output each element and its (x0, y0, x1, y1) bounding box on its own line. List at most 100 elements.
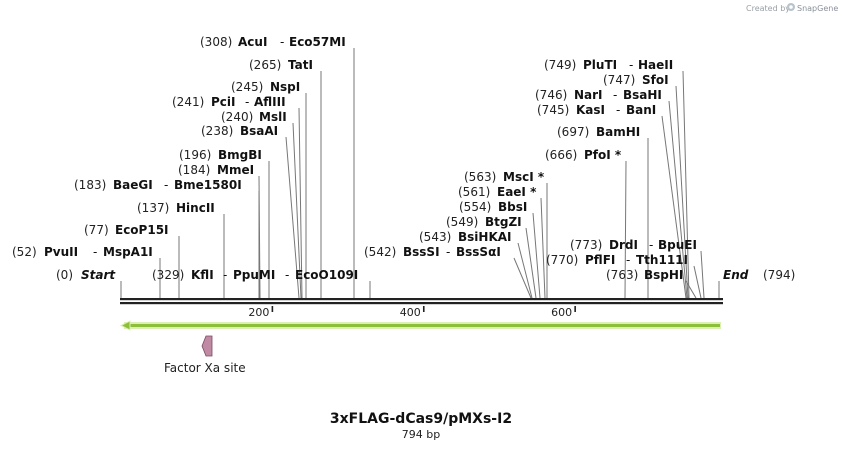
map-length: 794 bp (402, 428, 440, 441)
label-end: End (794) (723, 268, 795, 282)
factor-xa-site-feature: Factor Xa site (164, 335, 246, 375)
label-nari: (746) NarI - BsaHI (535, 88, 662, 102)
svg-text:-: - (223, 268, 227, 282)
connector-kasi (661, 115, 687, 299)
connector-bsssi (513, 257, 532, 299)
label-acui-sep: - (280, 35, 284, 49)
svg-text:(241): (241) (172, 95, 204, 109)
svg-text:PluTI: PluTI (583, 58, 617, 72)
svg-text:EcoP15I: EcoP15I (115, 223, 169, 237)
label-ecop15i: (77) EcoP15I (84, 223, 169, 237)
svg-text:-: - (629, 58, 633, 72)
svg-text:BbsI: BbsI (498, 200, 527, 214)
svg-text:BssSI: BssSI (403, 245, 440, 259)
factor-xa-site-label: Factor Xa site (164, 361, 246, 375)
ruler-tick-label-200: 200 (248, 306, 269, 319)
connector-sfoi (675, 85, 689, 299)
ruler-tick-label-600: 600 (551, 306, 572, 319)
connector-bsphi (685, 280, 697, 299)
svg-text:(770): (770) (546, 253, 578, 267)
svg-text:BspHI: BspHI (644, 268, 683, 282)
label-pflfi: (770) PflFI - Tth111I (546, 253, 688, 267)
svg-text:(238): (238) (201, 124, 233, 138)
svg-text:-: - (616, 103, 620, 117)
label-drdi: (773) DrdI - BpuEI (570, 238, 697, 252)
label-sfoi: (747) SfoI (603, 73, 669, 87)
label-acui-iso: Eco57MI (289, 35, 346, 49)
connector-msli (292, 122, 302, 299)
label-msci: (563) MscI * (464, 170, 545, 184)
svg-text:End: End (723, 268, 749, 282)
svg-text:MslI: MslI (259, 110, 287, 124)
label-bbsi: (554) BbsI (459, 200, 527, 214)
svg-text:-: - (285, 268, 289, 282)
label-baegi: (183) BaeGI - Bme1580I (74, 178, 242, 192)
label-start: (0) Start (56, 268, 116, 282)
svg-text:-: - (245, 95, 249, 109)
svg-text:BssSαI: BssSαI (456, 245, 501, 259)
label-nspi: (245) NspI (231, 80, 300, 94)
svg-text:(561): (561) (458, 185, 490, 199)
svg-text:(542): (542) (364, 245, 396, 259)
svg-text:(543): (543) (419, 230, 451, 244)
svg-text:(697): (697) (557, 125, 589, 139)
svg-text:(183): (183) (74, 178, 106, 192)
svg-text:BmgBI: BmgBI (218, 148, 262, 162)
svg-text:BanI: BanI (626, 103, 656, 117)
svg-text:HaeII: HaeII (638, 58, 673, 72)
label-pcii: (241) PciI - AflIII (172, 95, 286, 109)
label-mmei: (184) MmeI (178, 163, 254, 177)
label-pluti: (749) PluTI - HaeII (544, 58, 673, 72)
svg-text:KasI: KasI (576, 103, 605, 117)
map-title: 3xFLAG-dCas9/pMXs-I2 (330, 411, 512, 427)
label-bamhi: (697) BamHI (557, 125, 640, 139)
label-acui-pos: (308) (200, 35, 232, 49)
svg-text:PpuMI: PpuMI (233, 268, 275, 282)
label-msli: (240) MslI (221, 110, 287, 124)
connector-nari (668, 100, 688, 299)
svg-text:(666): (666) (545, 148, 577, 162)
svg-text:PflFI: PflFI (585, 253, 615, 267)
svg-text:(52): (52) (12, 245, 37, 259)
svg-text:BaeGI: BaeGI (113, 178, 153, 192)
label-bsaai: (238) BsaAI (201, 124, 278, 138)
svg-text:(746): (746) (535, 88, 567, 102)
svg-text:PfoI *: PfoI * (584, 148, 622, 162)
credit-brand: SnapGene (797, 4, 838, 13)
connector-btgzi (525, 227, 537, 299)
ruler-tick-label-400: 400 (400, 306, 421, 319)
svg-text:Tth111I: Tth111I (636, 253, 688, 267)
svg-text:BsaHI: BsaHI (623, 88, 662, 102)
svg-text:(245): (245) (231, 80, 263, 94)
connector-bbsi (532, 212, 541, 299)
site-connectors (120, 48, 720, 299)
connector-bsihkai (517, 242, 533, 299)
svg-text:(265): (265) (249, 58, 281, 72)
label-pfoi: (666) PfoI * (545, 148, 622, 162)
orf-feature-arrow (119, 320, 721, 331)
svg-text:-: - (164, 178, 168, 192)
svg-text:Bme1580I: Bme1580I (174, 178, 242, 192)
svg-text:(773): (773) (570, 238, 602, 252)
svg-text:MspA1I: MspA1I (103, 245, 153, 259)
label-kasi: (745) KasI - BanI (537, 103, 656, 117)
svg-text:(329): (329) (152, 268, 184, 282)
label-hincii: (137) HincII (137, 201, 215, 215)
label-btgzi: (549) BtgZI (446, 215, 522, 229)
connector-pluti (682, 70, 690, 299)
svg-text:(77): (77) (84, 223, 109, 237)
svg-text:EaeI *: EaeI * (497, 185, 537, 199)
label-kfli: (329) KflI - PpuMI - EcoO109I (152, 268, 358, 282)
connector-pcii (298, 107, 303, 299)
svg-text:BsiHKAI: BsiHKAI (458, 230, 512, 244)
label-bsssi: (542) BssSI - BssSαI (364, 245, 501, 259)
svg-text:BpuEI: BpuEI (658, 238, 697, 252)
sequence-backbone (120, 298, 723, 305)
label-acui: (308) AcuI - Eco57MI (200, 35, 346, 49)
connector-pflfi (693, 265, 702, 299)
svg-text:(0): (0) (56, 268, 73, 282)
svg-text:(184): (184) (178, 163, 210, 177)
svg-text:(745): (745) (537, 103, 569, 117)
svg-text:NarI: NarI (574, 88, 603, 102)
connector-pfoi (624, 160, 627, 299)
